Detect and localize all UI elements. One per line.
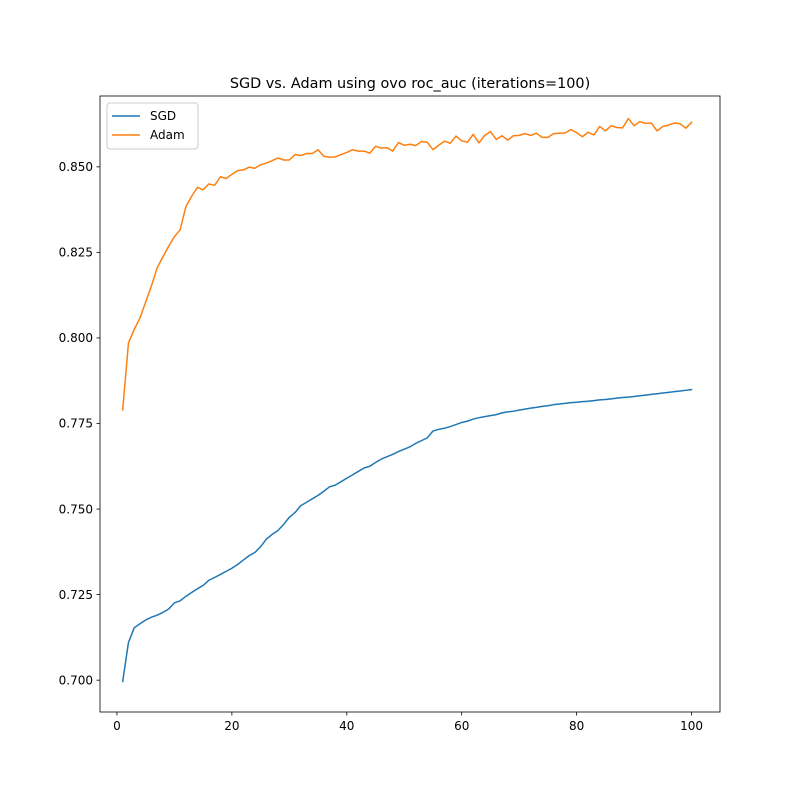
- y-tick-label: 0.800: [59, 331, 93, 345]
- plot-area: [100, 96, 720, 712]
- y-tick-label: 0.725: [59, 588, 93, 602]
- series-layer: [121, 117, 693, 683]
- x-tick-label: 40: [339, 719, 354, 733]
- x-tick-label: 20: [224, 719, 239, 733]
- y-tick-label: 0.775: [59, 417, 93, 431]
- plot-frame: [99, 95, 721, 713]
- legend-label-adam: Adam: [150, 128, 185, 142]
- legend-label-sgd: SGD: [150, 109, 176, 123]
- y-tick-label: 0.825: [59, 246, 93, 260]
- legend-box: [106, 102, 199, 150]
- x-tick-label: 60: [454, 719, 469, 733]
- legend: SGD Adam: [106, 102, 199, 150]
- x-tick-label: 100: [680, 719, 703, 733]
- series-line-adam: [121, 117, 693, 411]
- y-tick-label: 0.700: [59, 673, 93, 687]
- axes-layer: 0 20 40 60 80 100 0.700 0.725 0.750 0.775 0.800 0.8…: [59, 160, 703, 733]
- x-tick-label: 0: [113, 719, 121, 733]
- chart-title: SGD vs. Adam using ovo roc_auc (iteratio…: [230, 76, 590, 92]
- y-tick-label: 0.750: [59, 502, 93, 516]
- series-line-sgd: [121, 388, 693, 683]
- y-tick-label: 0.850: [59, 160, 93, 174]
- x-tick-label: 80: [569, 719, 584, 733]
